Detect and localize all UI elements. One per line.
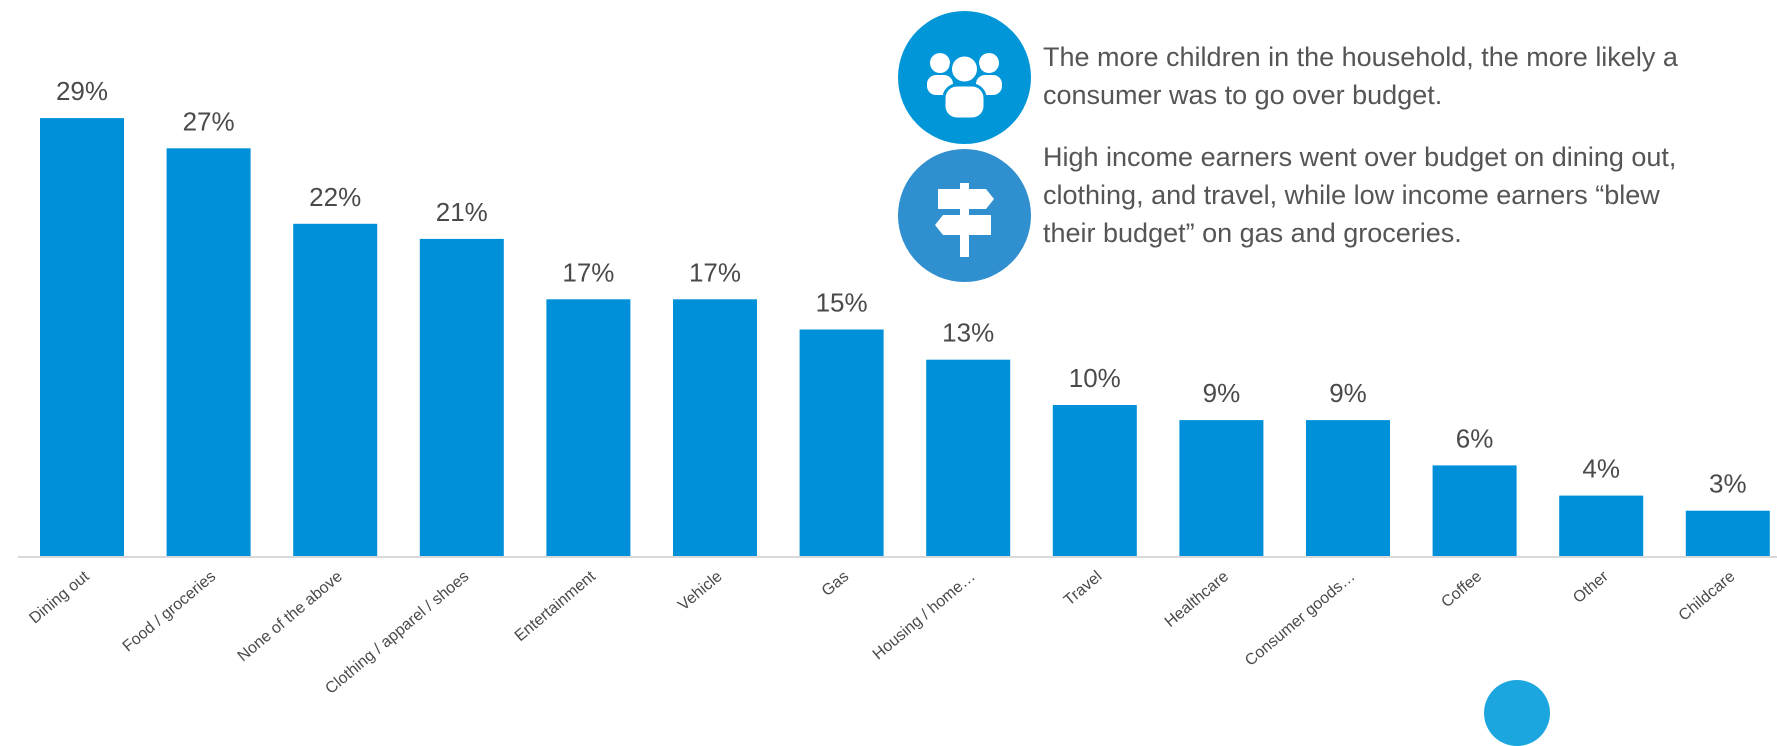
category-labels-group: Dining out Food / groceries None of the ab… bbox=[26, 568, 1738, 698]
category-label-1: Food / groceries bbox=[120, 568, 219, 655]
bar-4 bbox=[546, 299, 631, 556]
bar-7 bbox=[926, 359, 1011, 556]
value-label-10: 9% bbox=[1329, 378, 1367, 408]
category-label-6: Gas bbox=[819, 568, 852, 600]
value-label-12: 4% bbox=[1582, 454, 1620, 484]
category-label-5: Vehicle bbox=[675, 568, 726, 614]
category-label-13: Childcare bbox=[1676, 568, 1739, 625]
bar-10 bbox=[1306, 420, 1390, 556]
category-label-2: None of the above bbox=[235, 568, 346, 665]
value-label-3: 21% bbox=[436, 197, 488, 227]
bar-8 bbox=[1052, 405, 1137, 556]
value-label-11: 6% bbox=[1456, 423, 1494, 453]
note-children-budget: The more children in the household, the … bbox=[1043, 42, 1678, 110]
bar-chart: 29% 27% 22% 21% 17% 17% 15% 13% 10% 9% 9% 6% 4% 3% Di… bbox=[18, 76, 1777, 698]
value-label-9: 9% bbox=[1203, 378, 1241, 408]
category-label-7: Housing / home… bbox=[870, 568, 979, 663]
category-label-10: Consumer goods… bbox=[1242, 568, 1359, 670]
bar-3 bbox=[419, 238, 504, 556]
value-labels-group: 29% 27% 22% 21% 17% 17% 15% 13% 10% 9% 9% 6% 4% 3% bbox=[56, 76, 1747, 499]
value-label-8: 10% bbox=[1069, 363, 1121, 393]
value-label-5: 17% bbox=[689, 257, 741, 287]
people-group-icon bbox=[898, 11, 1031, 144]
value-label-1: 27% bbox=[183, 106, 235, 136]
value-label-13: 3% bbox=[1709, 469, 1747, 499]
value-label-2: 22% bbox=[309, 182, 361, 212]
bar-13 bbox=[1685, 510, 1770, 556]
value-label-0: 29% bbox=[56, 76, 108, 106]
signpost-icon bbox=[898, 149, 1031, 282]
bar-12 bbox=[1559, 495, 1644, 556]
category-label-9: Healthcare bbox=[1162, 568, 1232, 631]
category-label-8: Travel bbox=[1061, 568, 1106, 609]
brand-logo-icon bbox=[1484, 680, 1550, 746]
category-label-0: Dining out bbox=[26, 568, 93, 628]
bar-9 bbox=[1179, 420, 1264, 556]
bar-2 bbox=[293, 223, 378, 557]
bar-5 bbox=[673, 299, 757, 556]
bars-group bbox=[40, 118, 1770, 557]
bar-11 bbox=[1432, 465, 1517, 556]
category-label-3: Clothing / apparel / shoes bbox=[322, 568, 472, 698]
category-label-4: Entertainment bbox=[512, 568, 600, 645]
note-income-budget: High income earners went over budget on … bbox=[1043, 142, 1677, 248]
category-label-12: Other bbox=[1570, 568, 1612, 607]
bar-6 bbox=[799, 329, 884, 556]
value-label-4: 17% bbox=[562, 257, 614, 287]
value-label-7: 13% bbox=[942, 318, 994, 348]
bar-1 bbox=[166, 148, 251, 557]
value-label-6: 15% bbox=[816, 288, 868, 318]
category-label-11: Coffee bbox=[1438, 568, 1485, 611]
bar-0 bbox=[40, 118, 124, 556]
